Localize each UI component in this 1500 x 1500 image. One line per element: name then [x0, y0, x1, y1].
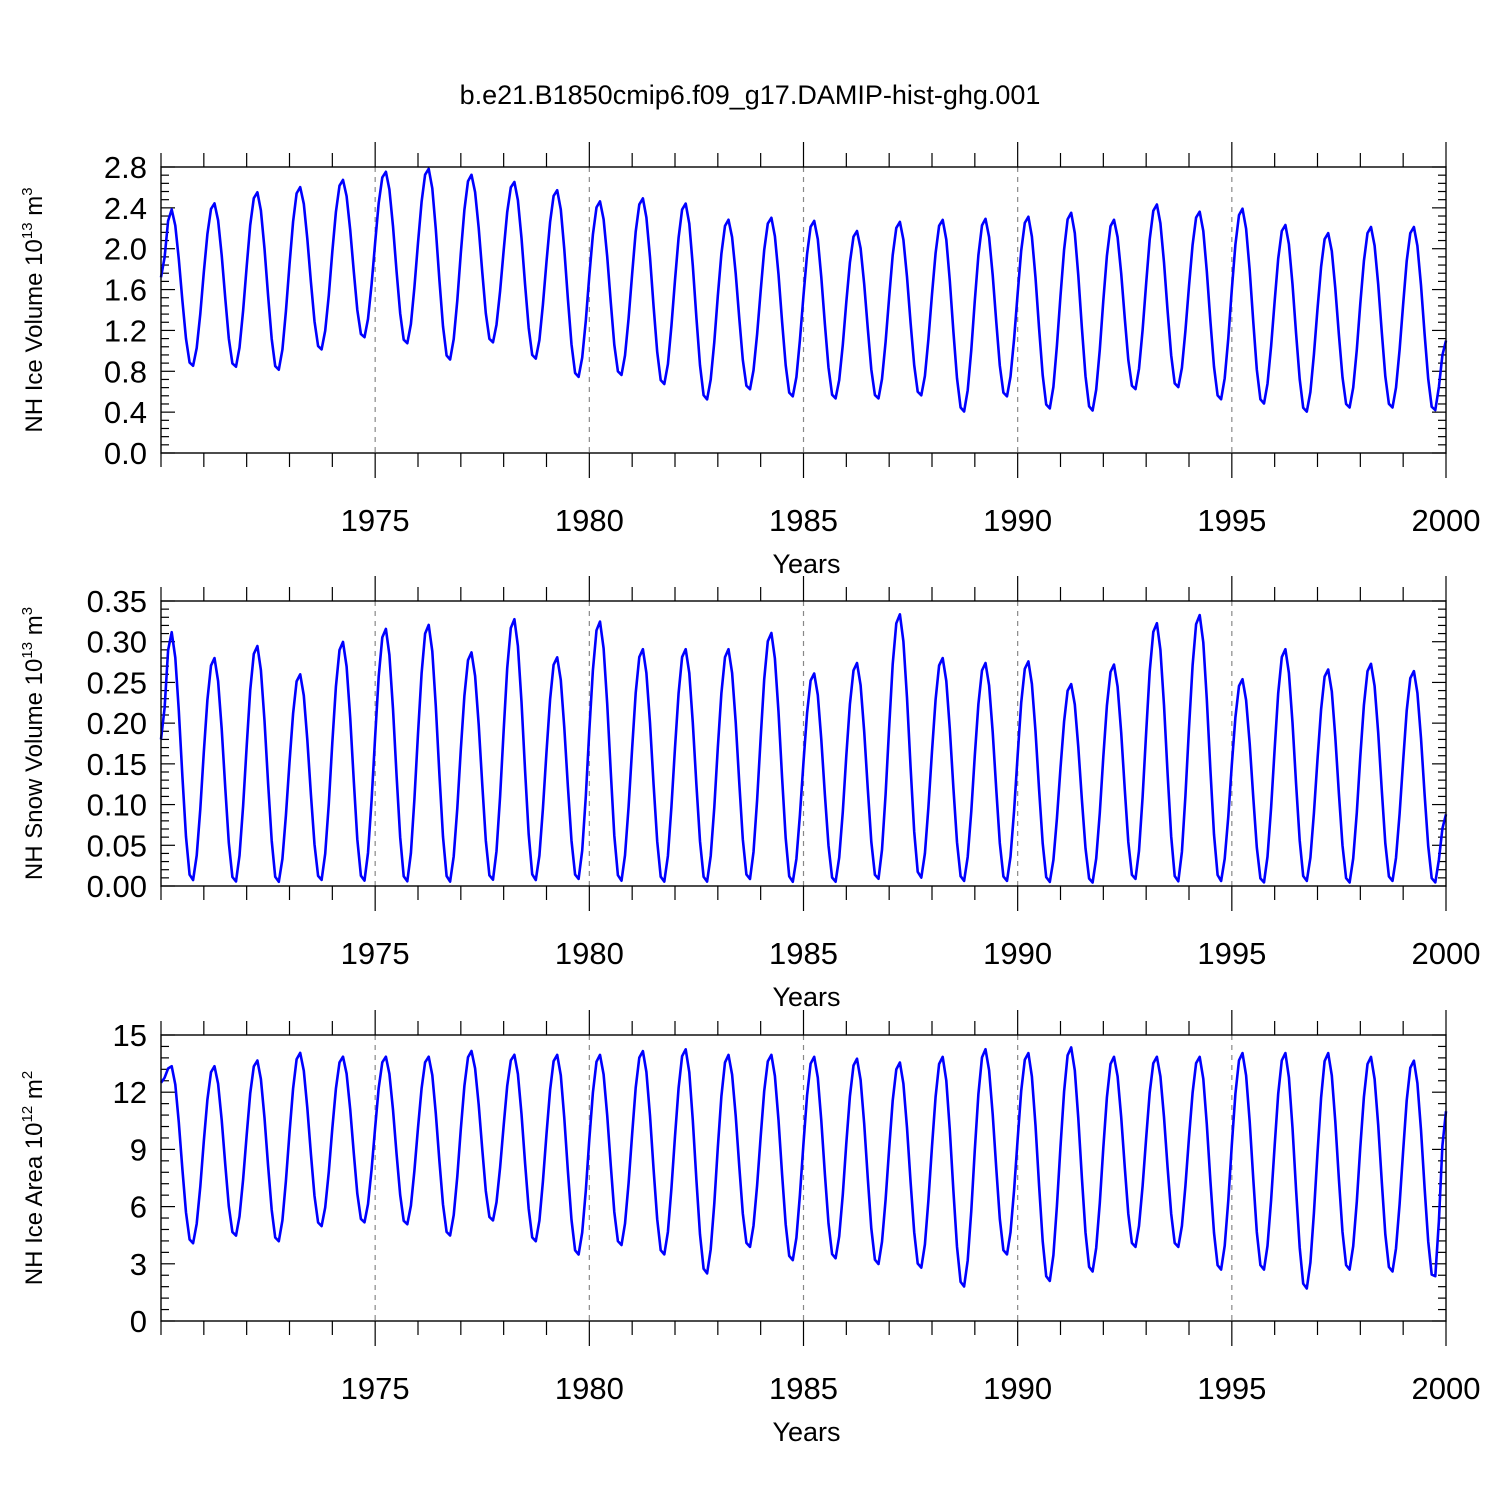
y-tick-label: 0.20	[87, 706, 147, 741]
y-tick-label: 1.6	[104, 273, 147, 308]
y-axis-label: NH Ice Area 1012 m2	[19, 1071, 48, 1285]
x-tick-label: 1980	[555, 1371, 624, 1406]
y-tick-label: 12	[113, 1075, 147, 1110]
y-tick-label: 15	[113, 1018, 147, 1053]
y-tick-label: 2.4	[104, 191, 147, 226]
x-tick-label: 2000	[1412, 936, 1481, 971]
plot-frame	[160, 166, 1447, 454]
x-tick-label: 2000	[1412, 503, 1481, 538]
y-tick-label: 6	[130, 1190, 147, 1225]
y-tick-label: 0.05	[87, 828, 147, 863]
x-tick-label: 1995	[1197, 1371, 1266, 1406]
y-tick-label: 2.0	[104, 232, 147, 267]
y-tick-label: 1.2	[104, 313, 147, 348]
y-tick-label: 0.4	[104, 395, 147, 430]
x-tick-label: 1985	[769, 1371, 838, 1406]
y-tick-label: 2.8	[104, 150, 147, 185]
x-axis-label: Years	[772, 549, 840, 579]
y-axis-label: NH Snow Volume 1013 m3	[19, 607, 48, 880]
series-line-ice-area	[159, 1046, 1448, 1290]
x-tick-label: 1990	[983, 936, 1052, 971]
figure-title: b.e21.B1850cmip6.f09_g17.DAMIP-hist-ghg.…	[460, 80, 1041, 110]
y-tick-label: 0.25	[87, 665, 147, 700]
x-tick-label: 1975	[341, 1371, 410, 1406]
x-tick-label: 1975	[341, 936, 410, 971]
x-tick-label: 1980	[555, 936, 624, 971]
y-axis-label: NH Ice Volume 1013 m3	[19, 187, 48, 432]
x-tick-label: 1995	[1197, 503, 1266, 538]
x-tick-label: 1990	[983, 1371, 1052, 1406]
plot-frame	[160, 600, 1447, 887]
x-tick-label: 2000	[1412, 1371, 1481, 1406]
x-axis-label: Years	[772, 982, 840, 1012]
panel-ice-volume: 0.0 0.4 0.8 1.2 1.6 2.0 2.4 2.8 1975 1980 1985 1990…	[19, 142, 1480, 579]
plot-frame	[160, 1034, 1447, 1322]
panel-ice-area: 0 3 6 9 12 15 1975 1980 1985 1990 1995 2000 Years NH …	[19, 1010, 1480, 1447]
y-tick-label: 0.30	[87, 625, 147, 660]
y-tick-label: 9	[130, 1132, 147, 1167]
y-tick-label: 0	[130, 1304, 147, 1339]
y-tick-label: 0.10	[87, 788, 147, 823]
y-tick-label: 0.0	[104, 436, 147, 471]
x-tick-label: 1985	[769, 936, 838, 971]
x-tick-label: 1995	[1197, 936, 1266, 971]
y-tick-label: 0.00	[87, 869, 147, 904]
x-tick-label: 1975	[341, 503, 410, 538]
y-tick-label: 0.15	[87, 747, 147, 782]
y-tick-label: 0.35	[87, 584, 147, 619]
x-tick-label: 1985	[769, 503, 838, 538]
y-tick-label: 3	[130, 1247, 147, 1282]
series-line-ice-volume	[159, 167, 1448, 413]
x-tick-label: 1990	[983, 503, 1052, 538]
series-line-snow-volume	[159, 613, 1448, 884]
y-tick-label: 0.8	[104, 354, 147, 389]
x-tick-label: 1980	[555, 503, 624, 538]
panel-snow-volume: 0.00 0.05 0.10 0.15 0.20 0.25 0.30 0.35 1975 1980…	[19, 576, 1480, 1012]
x-axis-label: Years	[772, 1417, 840, 1447]
